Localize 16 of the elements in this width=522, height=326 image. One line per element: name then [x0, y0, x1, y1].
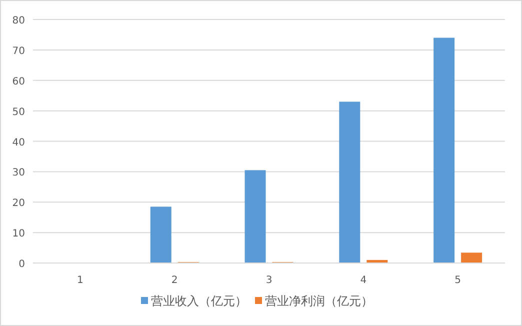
y-tick-label: 30 — [12, 168, 25, 179]
legend-label: 营业净利润（亿元） — [265, 294, 373, 308]
y-tick-label: 50 — [12, 106, 25, 118]
y-tick-label: 60 — [12, 76, 25, 88]
legend-label: 营业收入（亿元） — [151, 294, 247, 308]
x-tick-label: 3 — [266, 275, 272, 286]
y-tick-label: 40 — [12, 137, 25, 148]
x-tick-label: 1 — [77, 275, 84, 286]
y-tick-label: 0 — [18, 259, 25, 270]
y-tick-label: 10 — [12, 228, 25, 240]
y-tick-label: 70 — [12, 46, 25, 57]
x-tick-label: 2 — [171, 275, 178, 286]
x-tick-label: 4 — [360, 275, 367, 286]
x-tick-label: 5 — [454, 275, 461, 286]
y-tick-label: 80 — [12, 16, 25, 26]
y-tick-label: 20 — [12, 198, 25, 210]
